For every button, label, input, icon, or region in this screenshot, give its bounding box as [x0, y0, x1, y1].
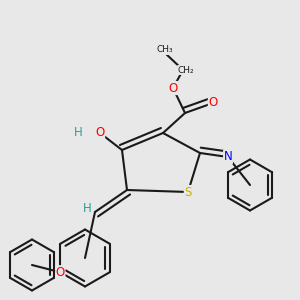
Text: S: S — [184, 185, 192, 199]
Text: N: N — [224, 151, 232, 164]
Text: CH₂: CH₂ — [178, 65, 194, 74]
Text: H: H — [74, 127, 82, 140]
Text: O: O — [56, 266, 65, 279]
Text: O: O — [95, 127, 105, 140]
Text: O: O — [168, 82, 178, 94]
Text: H: H — [83, 202, 92, 215]
Text: CH₃: CH₃ — [157, 46, 173, 55]
Text: O: O — [208, 97, 217, 110]
